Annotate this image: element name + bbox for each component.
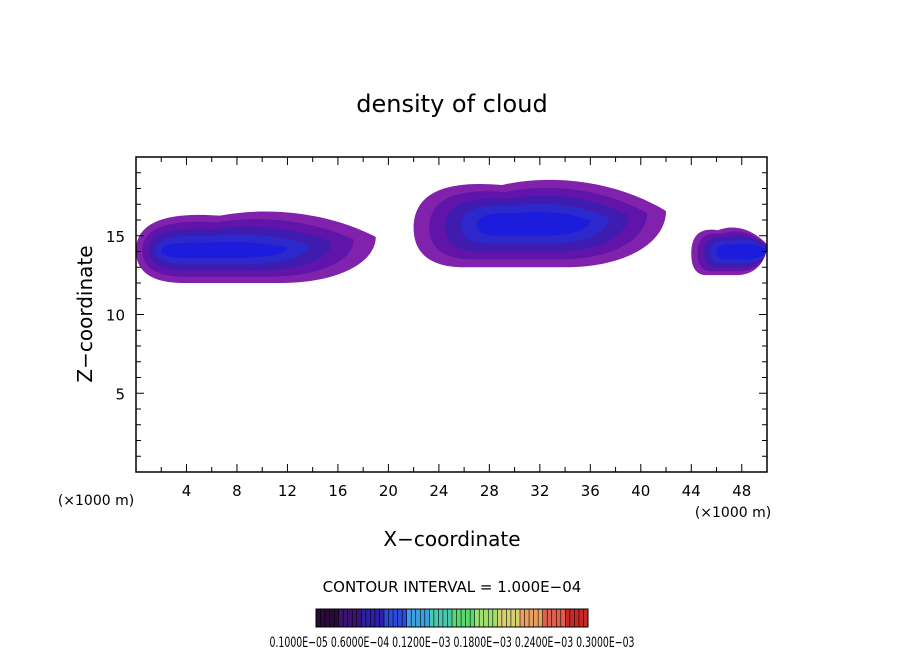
x-tick-label: 8 bbox=[232, 482, 242, 500]
x-unit-left: (×1000 m) bbox=[58, 493, 134, 509]
density-contour bbox=[476, 211, 591, 236]
colorbar-segment bbox=[338, 609, 362, 627]
colorbar-segment bbox=[497, 609, 521, 627]
y-axis: 5 10 15 bbox=[106, 172, 767, 457]
y-tick-label: 10 bbox=[106, 307, 125, 325]
colorbar-frame bbox=[315, 608, 589, 628]
y-tick-label: 15 bbox=[106, 228, 125, 246]
x-axis-label: X−coordinate bbox=[383, 527, 520, 551]
density-contour bbox=[161, 241, 288, 258]
colorbar-segment bbox=[542, 609, 566, 627]
density-contour bbox=[716, 243, 767, 260]
colorbar-segment bbox=[474, 609, 498, 627]
colorbar-segment bbox=[361, 609, 385, 627]
x-tick-label: 16 bbox=[328, 482, 347, 500]
x-tick-label: 32 bbox=[530, 482, 549, 500]
colorbar-segment bbox=[520, 609, 544, 627]
colorbar-segment bbox=[406, 609, 430, 627]
x-tick-label: 24 bbox=[429, 482, 448, 500]
y-tick-label: 5 bbox=[115, 385, 125, 403]
x-unit-right: (×1000 m) bbox=[695, 505, 771, 521]
central-cloud bbox=[413, 179, 667, 268]
x-tick-label: 44 bbox=[682, 482, 701, 500]
x-tick-label: 4 bbox=[182, 482, 192, 500]
contour-interval: CONTOUR INTERVAL = 1.000E−04 bbox=[323, 578, 582, 596]
x-tick-label: 36 bbox=[581, 482, 600, 500]
y-axis-label: Z−coordinate bbox=[73, 245, 97, 382]
colorbar-segment bbox=[384, 609, 408, 627]
colorbar-segment bbox=[429, 609, 453, 627]
chart-title: density of cloud bbox=[356, 90, 547, 118]
left-cloud bbox=[136, 211, 376, 283]
x-axis: 4 8 12 16 20 24 28 32 36 40 44 48 bbox=[160, 157, 751, 500]
colorbar-labels: 0.1000E−05 0.6000E−04 0.1200E−03 0.1800E… bbox=[270, 635, 635, 651]
x-tick-label: 28 bbox=[480, 482, 499, 500]
right-cloud bbox=[691, 227, 767, 276]
colorbar bbox=[315, 608, 589, 628]
colorbar-segment bbox=[452, 609, 476, 627]
colorbar-segment bbox=[316, 609, 340, 627]
colorbar-segment bbox=[565, 609, 589, 627]
cloud-density-field bbox=[136, 179, 767, 283]
x-tick-label: 20 bbox=[379, 482, 398, 500]
x-tick-label: 48 bbox=[732, 482, 751, 500]
x-tick-label: 12 bbox=[278, 482, 297, 500]
x-tick-label: 40 bbox=[631, 482, 650, 500]
